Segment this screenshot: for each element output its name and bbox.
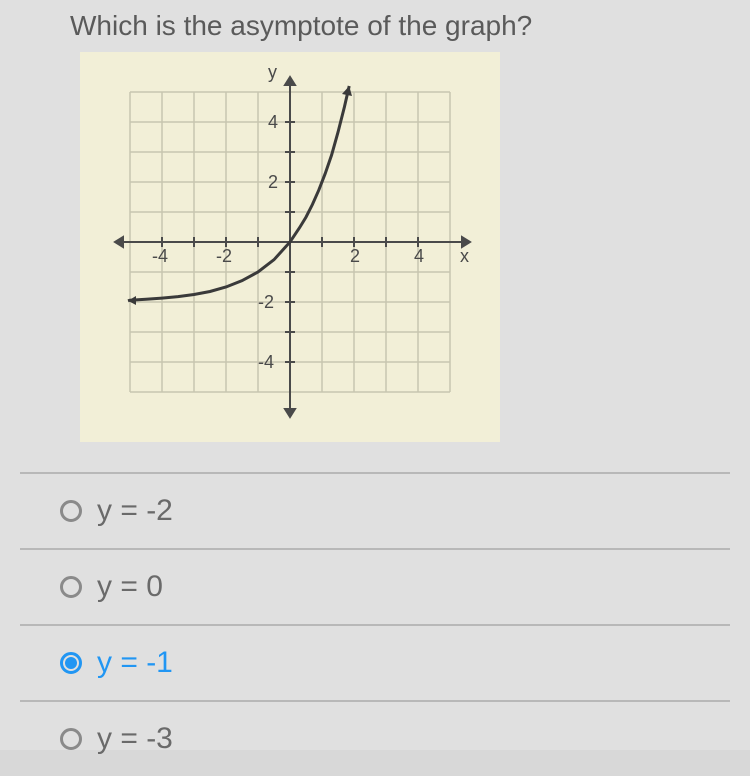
question-text: Which is the asymptote of the graph? xyxy=(20,10,730,42)
option-label: y = -3 xyxy=(97,722,173,756)
question-container: Which is the asymptote of the graph? xyxy=(0,0,750,750)
curve-arrow-left xyxy=(128,296,136,305)
ytick-label: 4 xyxy=(268,112,278,132)
option-label: y = -2 xyxy=(97,494,173,528)
options-list: y = -2 y = 0 y = -1 y = -3 xyxy=(20,472,730,776)
xtick-label: 4 xyxy=(414,246,424,266)
tick-labels: -4 -2 2 4 4 2 -2 -4 x y xyxy=(152,62,469,372)
ytick-label: 2 xyxy=(268,172,278,192)
graph-panel: -4 -2 2 4 4 2 -2 -4 x y xyxy=(80,52,500,442)
radio-icon xyxy=(60,576,82,598)
option-d[interactable]: y = -3 xyxy=(20,700,730,776)
graph-svg: -4 -2 2 4 4 2 -2 -4 x y xyxy=(90,62,490,432)
xtick-label: 2 xyxy=(350,246,360,266)
radio-icon xyxy=(60,652,82,674)
option-a[interactable]: y = -2 xyxy=(20,472,730,548)
y-axis-label: y xyxy=(268,62,277,82)
option-label: y = 0 xyxy=(97,570,163,604)
xtick-label: -4 xyxy=(152,246,168,266)
option-c[interactable]: y = -1 xyxy=(20,624,730,700)
ytick-label: -2 xyxy=(258,292,274,312)
radio-icon xyxy=(60,500,82,522)
curve-arrow-top xyxy=(342,86,352,96)
x-axis-label: x xyxy=(460,246,469,266)
option-label: y = -1 xyxy=(97,646,173,680)
option-b[interactable]: y = 0 xyxy=(20,548,730,624)
xtick-label: -2 xyxy=(216,246,232,266)
curve xyxy=(128,86,349,301)
radio-icon xyxy=(60,728,82,750)
ytick-label: -4 xyxy=(258,352,274,372)
